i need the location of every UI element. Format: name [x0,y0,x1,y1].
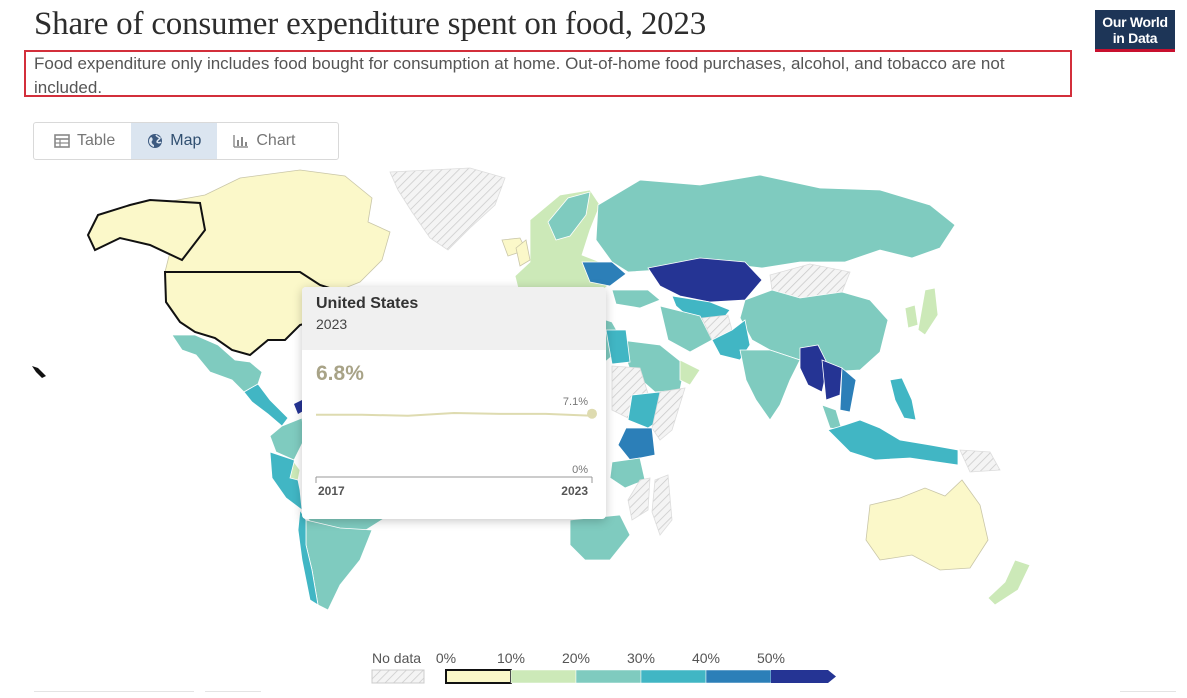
spark-max-label: 7.1% [563,396,588,408]
country-myanmar[interactable] [799,344,829,393]
spark-start-year: 2017 [318,484,345,498]
tab-table[interactable]: Table [34,123,131,159]
country-iran[interactable] [659,305,713,353]
footer-divider-2 [205,691,261,698]
chart-title: Share of consumer expenditure spent on f… [34,6,707,42]
country-chile[interactable] [297,508,319,606]
country-egypt[interactable] [605,329,631,365]
legend-tick-3: 30% [627,650,655,666]
tooltip-sparkline: 7.1% 0% 2017 2023 [315,396,597,498]
map-legend: No data 0% 10% 20% 30% 40% 50% [371,650,836,684]
legend-bin-2[interactable] [575,669,642,684]
country-china[interactable] [739,289,889,373]
country-tooltip: United States 2023 6.8% 7.1% 0% 2017 202… [302,287,606,519]
country-peru[interactable] [269,451,303,511]
legend-bin-4[interactable] [705,669,772,684]
legend-tick-2: 20% [562,650,590,666]
country-usa-hawaii[interactable] [32,366,46,378]
spark-min-label: 0% [572,464,588,476]
footer-divider [34,691,194,698]
legend-tick-1: 10% [497,650,525,666]
country-south-africa[interactable] [569,514,631,561]
country-scandinavia[interactable] [547,191,591,241]
tab-table-label: Table [77,132,116,149]
spark-end-point [587,408,597,419]
legend-bin-1[interactable] [510,669,577,684]
tooltip-value: 6.8% [316,362,364,385]
country-turkey[interactable] [611,289,661,309]
tab-chart[interactable]: Chart [217,123,311,159]
country-malaysia[interactable] [821,404,843,431]
country-australia[interactable] [865,479,989,571]
legend-tick-5: 50% [757,650,785,666]
country-mozambique[interactable] [627,477,651,521]
logo-line-1: Our World [1102,14,1168,30]
tooltip-year: 2023 [316,316,348,332]
tooltip-country: United States [316,295,419,312]
country-tanzania[interactable] [609,457,646,489]
country-bolivia[interactable] [289,461,301,481]
view-tabs: Table Map Chart [33,122,339,160]
country-korea[interactable] [904,304,919,329]
country-india[interactable] [739,349,801,421]
country-kenya[interactable] [617,427,656,461]
legend-tick-0: 0% [436,650,456,666]
legend-tick-4: 40% [692,650,720,666]
country-somalia[interactable] [651,387,686,441]
country-oman[interactable] [679,359,701,386]
tab-map-label: Map [170,132,202,149]
country-ukraine[interactable] [581,261,627,287]
spark-series-line [316,411,593,417]
country-japan[interactable] [917,287,939,336]
country-laos[interactable] [821,359,843,401]
country-indonesia[interactable] [827,419,959,466]
legend-bin-5[interactable] [771,670,836,683]
legend-no-data-label: No data [372,650,421,666]
country-madagascar[interactable] [651,474,673,536]
country-greenland[interactable] [389,167,506,251]
logo-line-2: in Data [1112,30,1158,46]
chart-icon [233,135,249,148]
chart-subtitle: Food expenditure only includes food boug… [34,54,1005,97]
country-vietnam[interactable] [839,367,857,413]
country-new-zealand[interactable] [987,559,1031,606]
country-kazakhstan[interactable] [647,257,763,303]
tooltip-header: United States 2023 [302,287,606,350]
subtitle-highlight-box [24,50,1072,97]
country-png[interactable] [959,449,1001,473]
country-russia[interactable] [595,174,956,273]
country-uk[interactable] [515,239,531,267]
tab-map[interactable]: Map [131,123,218,159]
table-icon [54,134,70,148]
legend-bin-3[interactable] [640,669,707,684]
spark-end-year: 2023 [561,484,588,498]
legend-no-data-swatch[interactable] [371,669,425,684]
owid-logo[interactable]: Our World in Data [1095,10,1175,52]
globe-icon [148,134,163,148]
tab-chart-label: Chart [256,132,296,149]
country-canada[interactable] [149,169,391,293]
footer-divider-3 [1120,691,1176,698]
country-central-america[interactable] [243,383,289,427]
country-usa-alaska[interactable] [86,198,207,262]
legend-bin-0[interactable] [445,669,512,684]
country-philippines[interactable] [889,377,917,421]
